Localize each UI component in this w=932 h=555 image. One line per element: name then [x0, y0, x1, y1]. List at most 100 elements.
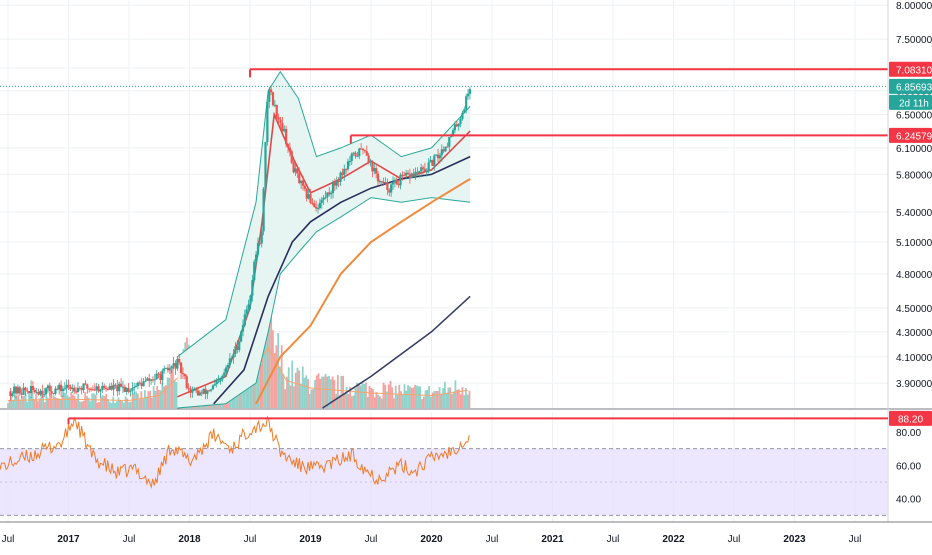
candle-body [236, 346, 239, 350]
candle-body [429, 159, 432, 163]
volume-bar [133, 393, 136, 408]
candle-body [406, 172, 410, 175]
volume-bar [415, 385, 418, 408]
candle-body [356, 156, 359, 158]
volume-bar [75, 398, 78, 408]
time-axis-label: 2022 [662, 534, 685, 545]
candle-body [198, 392, 201, 396]
volume-bar [468, 390, 471, 408]
candle-body [185, 376, 188, 388]
volume-bar [398, 384, 401, 408]
price-badge-text: 6.85693 [896, 82, 932, 93]
candle-body [84, 383, 87, 385]
volume-bar [117, 397, 120, 408]
volume-bar [433, 390, 436, 408]
volume-bar [431, 392, 434, 408]
price-axis-label: 4.50000 [896, 304, 932, 315]
volume-bar [172, 367, 174, 408]
candle-body [44, 388, 48, 395]
candle-body [408, 174, 412, 179]
price-badge-bg [889, 94, 932, 110]
price-axis-label: 6.50000 [896, 110, 932, 121]
candle-body [316, 208, 320, 210]
candle-body [215, 381, 218, 385]
volume-bar [445, 392, 448, 408]
time-axis-label: 2017 [57, 534, 80, 545]
candle-body [228, 358, 231, 366]
candle-body [425, 171, 428, 173]
candle-body [146, 378, 149, 381]
volume-bar [31, 393, 34, 408]
volume-bar [161, 382, 164, 408]
volume-bar [291, 360, 294, 408]
volume-bar [103, 395, 106, 408]
candle-body [133, 386, 136, 389]
candle-body [371, 161, 374, 172]
volume-bar [24, 393, 27, 408]
bollinger-upper-line [177, 70, 471, 358]
volume-bar [142, 398, 144, 408]
volume-bar [73, 396, 76, 408]
candle-body [28, 391, 31, 394]
volume-bar [417, 386, 420, 408]
candle-body [163, 368, 166, 371]
candle-body [322, 197, 325, 200]
volume-bar [347, 394, 350, 408]
volume-bar [122, 402, 125, 408]
volume-bar [340, 375, 343, 408]
candle-body [275, 104, 278, 118]
volume-bar [107, 399, 109, 408]
volume-bar [26, 401, 29, 408]
volume-bar [447, 387, 450, 408]
candle-body [315, 206, 318, 209]
time-axis-label: 2019 [299, 534, 322, 545]
candle-body [298, 173, 301, 184]
candle-body [151, 379, 155, 381]
candle-body [245, 309, 248, 315]
candle-body [468, 89, 472, 94]
volume-bar [131, 393, 134, 408]
volume-bar [72, 394, 74, 408]
candle-body [433, 155, 436, 166]
candle-body [108, 385, 111, 390]
volume-bar [300, 383, 302, 408]
candle-body [123, 386, 126, 392]
candle-body [296, 168, 299, 174]
candle-body [423, 168, 427, 172]
candle-body [118, 383, 121, 392]
candle-body [179, 362, 183, 374]
volume-bar [394, 385, 397, 408]
candle-body [320, 199, 323, 203]
candle-body [465, 96, 468, 110]
volume-bar [140, 391, 143, 408]
volume-bar [324, 374, 327, 408]
candle-body [249, 295, 252, 305]
volume-bar [284, 389, 287, 408]
volume-bar [365, 382, 367, 408]
volume-bar [273, 352, 276, 408]
candle-body [125, 388, 128, 392]
volume-bar [270, 313, 273, 408]
volume-bar [429, 396, 432, 408]
volume-bar [391, 387, 394, 408]
volume-bar [389, 380, 392, 408]
volume-bar [126, 398, 129, 408]
candle-body [155, 373, 158, 380]
candle-body [58, 384, 61, 390]
candle-body [335, 181, 338, 186]
volume-bar [93, 393, 95, 408]
candle-body [217, 381, 220, 383]
candle-body [89, 388, 93, 390]
candle-body [91, 389, 95, 391]
volume-bar [352, 395, 355, 408]
candle-body [178, 358, 181, 363]
candle-body [204, 388, 207, 394]
volume-bar [372, 389, 374, 408]
candle-body [74, 391, 78, 393]
volume-bar [59, 398, 62, 408]
candle-body [88, 388, 91, 390]
rsi-axis-label: 60.00 [896, 461, 921, 472]
volume-bar [338, 395, 341, 408]
